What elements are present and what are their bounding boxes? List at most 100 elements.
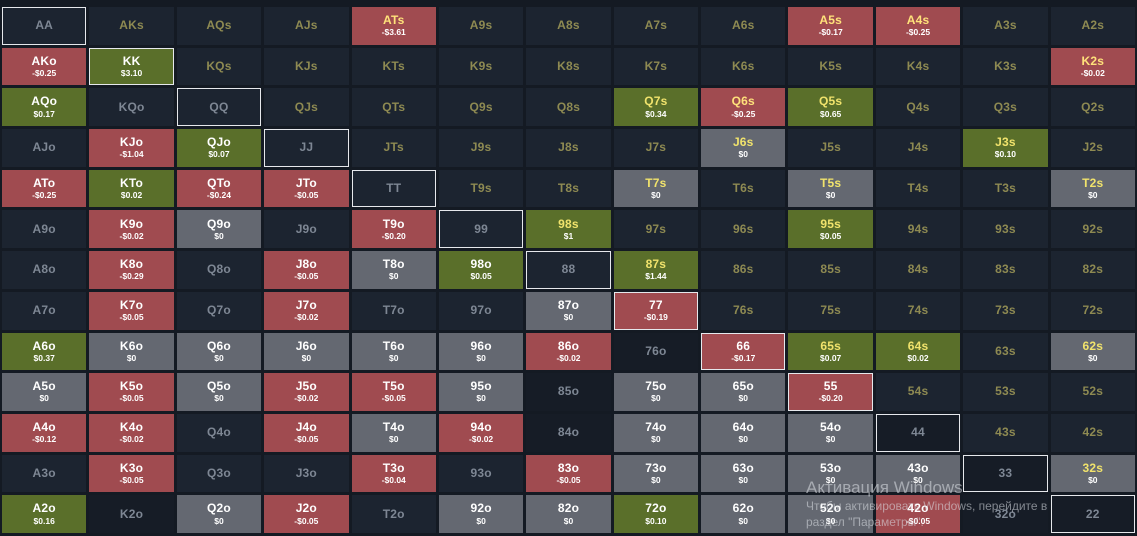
- hand-cell-98o[interactable]: 98o $0.05: [438, 251, 524, 289]
- hand-cell-T4o[interactable]: T4o $0: [351, 413, 436, 452]
- hand-cell-84o[interactable]: 84o: [526, 413, 611, 452]
- hand-cell-T9s[interactable]: T9s: [438, 169, 524, 208]
- hand-cell-T8o[interactable]: T8o $0: [351, 251, 436, 289]
- hand-cell-Q7s[interactable]: Q7s $0.34: [613, 88, 699, 127]
- hand-cell-A3o[interactable]: A3o: [2, 454, 87, 493]
- hand-cell-97o[interactable]: 97o: [438, 291, 524, 330]
- hand-cell-QJs[interactable]: QJs: [264, 88, 349, 127]
- hand-cell-J5s[interactable]: J5s: [788, 129, 873, 167]
- hand-cell-ATo[interactable]: ATo -$0.25: [2, 169, 87, 208]
- hand-cell-T9o[interactable]: T9o -$0.20: [351, 210, 436, 249]
- hand-cell-86o[interactable]: 86o -$0.02: [526, 332, 611, 371]
- hand-cell-Q5s[interactable]: Q5s $0.65: [788, 88, 873, 127]
- hand-cell-87s[interactable]: 87s $1.44: [613, 251, 699, 289]
- hand-cell-Q3s[interactable]: Q3s: [963, 88, 1048, 127]
- hand-cell-62o[interactable]: 62o $0: [701, 495, 786, 533]
- hand-cell-76s[interactable]: 76s: [701, 291, 786, 330]
- hand-cell-Q9o[interactable]: Q9o $0: [176, 210, 262, 249]
- hand-cell-53o[interactable]: 53o $0: [788, 454, 873, 493]
- hand-cell-43o[interactable]: 43o $0: [875, 454, 961, 493]
- hand-cell-T6o[interactable]: T6o $0: [351, 332, 436, 371]
- hand-cell-A6o[interactable]: A6o $0.37: [2, 332, 87, 371]
- hand-cell-A9s[interactable]: A9s: [438, 7, 524, 45]
- hand-cell-95o[interactable]: 95o $0: [438, 373, 524, 411]
- hand-cell-T2s[interactable]: T2s $0: [1050, 169, 1135, 208]
- hand-cell-K5s[interactable]: K5s: [788, 47, 873, 86]
- hand-cell-J4s[interactable]: J4s: [875, 129, 961, 167]
- hand-cell-QJo[interactable]: QJo $0.07: [176, 129, 262, 167]
- hand-cell-J5o[interactable]: J5o -$0.02: [264, 373, 349, 411]
- hand-cell-T8s[interactable]: T8s: [526, 169, 611, 208]
- hand-cell-65s[interactable]: 65s $0.07: [788, 332, 873, 371]
- hand-cell-J7o[interactable]: J7o -$0.02: [264, 291, 349, 330]
- hand-cell-K5o[interactable]: K5o -$0.05: [89, 373, 174, 411]
- hand-cell-96o[interactable]: 96o $0: [438, 332, 524, 371]
- hand-cell-K3s[interactable]: K3s: [963, 47, 1048, 86]
- hand-cell-Q7o[interactable]: Q7o: [176, 291, 262, 330]
- hand-cell-94o[interactable]: 94o -$0.02: [438, 413, 524, 452]
- hand-cell-54s[interactable]: 54s: [875, 373, 961, 411]
- hand-cell-A8o[interactable]: A8o: [2, 251, 87, 289]
- hand-cell-88[interactable]: 88: [526, 251, 611, 289]
- hand-cell-JTs[interactable]: JTs: [351, 129, 436, 167]
- hand-cell-A7o[interactable]: A7o: [2, 291, 87, 330]
- hand-cell-22[interactable]: 22: [1050, 495, 1135, 533]
- hand-cell-75o[interactable]: 75o $0: [613, 373, 699, 411]
- hand-cell-T6s[interactable]: T6s: [701, 169, 786, 208]
- hand-cell-Q8o[interactable]: Q8o: [176, 251, 262, 289]
- hand-cell-AKo[interactable]: AKo -$0.25: [2, 47, 87, 86]
- hand-cell-T4s[interactable]: T4s: [875, 169, 961, 208]
- hand-cell-A6s[interactable]: A6s: [701, 7, 786, 45]
- hand-cell-K2s[interactable]: K2s -$0.02: [1050, 47, 1135, 86]
- hand-cell-J6s[interactable]: J6s $0: [701, 129, 786, 167]
- hand-cell-JJ[interactable]: JJ: [264, 129, 349, 167]
- hand-cell-Q9s[interactable]: Q9s: [438, 88, 524, 127]
- hand-cell-76o[interactable]: 76o: [613, 332, 699, 371]
- hand-cell-K9s[interactable]: K9s: [438, 47, 524, 86]
- hand-cell-AKs[interactable]: AKs: [89, 7, 174, 45]
- hand-cell-A8s[interactable]: A8s: [526, 7, 611, 45]
- hand-cell-AA[interactable]: AA: [2, 7, 87, 45]
- hand-cell-83o[interactable]: 83o -$0.05: [526, 454, 611, 493]
- hand-cell-TT[interactable]: TT: [351, 169, 436, 208]
- hand-cell-55[interactable]: 55 -$0.20: [788, 373, 873, 411]
- hand-cell-44[interactable]: 44: [875, 413, 961, 452]
- hand-cell-K7o[interactable]: K7o -$0.05: [89, 291, 174, 330]
- hand-cell-96s[interactable]: 96s: [701, 210, 786, 249]
- hand-cell-KTs[interactable]: KTs: [351, 47, 436, 86]
- hand-cell-A2s[interactable]: A2s: [1050, 7, 1135, 45]
- hand-cell-ATs[interactable]: ATs -$3.61: [351, 7, 436, 45]
- hand-cell-J3s[interactable]: J3s $0.10: [963, 129, 1048, 167]
- hand-cell-74o[interactable]: 74o $0: [613, 413, 699, 452]
- hand-cell-J9o[interactable]: J9o: [264, 210, 349, 249]
- hand-cell-Q5o[interactable]: Q5o $0: [176, 373, 262, 411]
- hand-cell-65o[interactable]: 65o $0: [701, 373, 786, 411]
- hand-cell-A5o[interactable]: A5o $0: [2, 373, 87, 411]
- hand-cell-AJo[interactable]: AJo: [2, 129, 87, 167]
- hand-cell-T7s[interactable]: T7s $0: [613, 169, 699, 208]
- hand-cell-KQs[interactable]: KQs: [176, 47, 262, 86]
- hand-cell-K4s[interactable]: K4s: [875, 47, 961, 86]
- hand-cell-42o[interactable]: 42o -$0.05: [875, 495, 961, 533]
- hand-cell-K6s[interactable]: K6s: [701, 47, 786, 86]
- hand-cell-53s[interactable]: 53s: [963, 373, 1048, 411]
- hand-cell-72s[interactable]: 72s: [1050, 291, 1135, 330]
- hand-cell-74s[interactable]: 74s: [875, 291, 961, 330]
- hand-cell-43s[interactable]: 43s: [963, 413, 1048, 452]
- hand-cell-T2o[interactable]: T2o: [351, 495, 436, 533]
- hand-cell-82o[interactable]: 82o $0: [526, 495, 611, 533]
- hand-cell-64s[interactable]: 64s $0.02: [875, 332, 961, 371]
- hand-cell-K9o[interactable]: K9o -$0.02: [89, 210, 174, 249]
- hand-cell-Q2s[interactable]: Q2s: [1050, 88, 1135, 127]
- hand-cell-J7s[interactable]: J7s: [613, 129, 699, 167]
- hand-cell-A4s[interactable]: A4s -$0.25: [875, 7, 961, 45]
- hand-cell-72o[interactable]: 72o $0.10: [613, 495, 699, 533]
- hand-cell-J9s[interactable]: J9s: [438, 129, 524, 167]
- hand-cell-K7s[interactable]: K7s: [613, 47, 699, 86]
- hand-cell-Q6s[interactable]: Q6s -$0.25: [701, 88, 786, 127]
- hand-cell-K6o[interactable]: K6o $0: [89, 332, 174, 371]
- hand-cell-82s[interactable]: 82s: [1050, 251, 1135, 289]
- hand-cell-64o[interactable]: 64o $0: [701, 413, 786, 452]
- hand-cell-KQo[interactable]: KQo: [89, 88, 174, 127]
- hand-cell-K3o[interactable]: K3o -$0.05: [89, 454, 174, 493]
